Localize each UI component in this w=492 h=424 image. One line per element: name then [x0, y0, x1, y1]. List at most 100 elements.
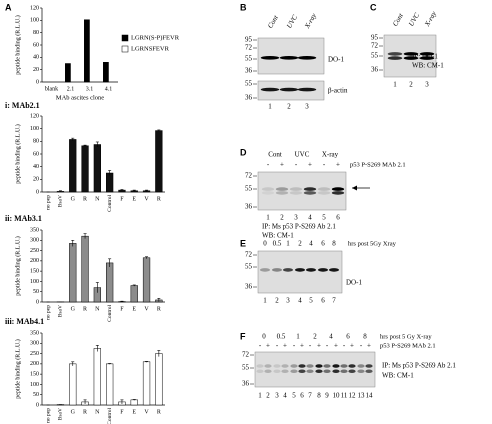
marker: 95 — [245, 36, 253, 44]
blot-name: β-actin — [328, 87, 348, 95]
band — [264, 364, 272, 368]
marker: 72 — [371, 42, 379, 50]
band — [317, 187, 331, 191]
band — [261, 191, 275, 195]
band — [365, 369, 373, 374]
band — [348, 364, 356, 368]
sign-caption: p53 P-S269 MAb 2.1 — [350, 161, 406, 168]
legend-swatch — [121, 45, 129, 53]
band — [331, 191, 345, 195]
time-label: 1 — [286, 240, 290, 248]
y-tick-label: 300 — [30, 238, 39, 244]
panel-label: B — [240, 2, 247, 12]
note: WB: CM-1 — [262, 232, 294, 240]
x-tick-label: V — [144, 196, 149, 202]
marker: 55 — [245, 55, 253, 63]
band — [298, 364, 306, 368]
x-tick-label: no pep — [45, 408, 51, 423]
x-tick-label: G — [71, 196, 76, 202]
bar — [106, 172, 114, 193]
panel-label: A — [5, 2, 12, 12]
y-tick-label: 200 — [30, 361, 39, 367]
band — [298, 369, 306, 374]
band — [297, 56, 317, 60]
sign: + — [308, 161, 312, 169]
bar — [93, 144, 101, 193]
band — [289, 187, 303, 191]
lane-number: 6 — [321, 297, 325, 305]
x-tick-label: E — [132, 409, 136, 415]
band — [261, 187, 275, 191]
chart-title: ii: MAb3.1 — [5, 214, 42, 223]
x-tick-label: F — [120, 196, 124, 202]
lane-number: 1 — [393, 81, 397, 89]
band — [365, 364, 373, 368]
marker: 55 — [242, 364, 250, 372]
sign: + — [350, 342, 354, 350]
sign: + — [317, 342, 321, 350]
band — [331, 187, 345, 191]
time-label: 4 — [329, 333, 333, 341]
y-tick-label: 20 — [33, 67, 39, 73]
x-tick-label: R — [83, 306, 87, 312]
band — [403, 52, 419, 56]
lane-number: 6 — [336, 214, 340, 222]
y-tick-label: 250 — [30, 351, 39, 357]
band — [282, 268, 294, 272]
column-label: Cont — [268, 151, 282, 159]
y-tick-label: 80 — [33, 30, 39, 36]
note: WB: CM-1 — [412, 62, 444, 70]
sign: + — [336, 161, 340, 169]
blot — [257, 37, 325, 75]
sign: + — [266, 342, 270, 350]
bar — [106, 262, 114, 303]
x-tick-label: G — [71, 306, 76, 312]
band — [387, 52, 403, 56]
lane-number: 1 — [266, 214, 270, 222]
sign: - — [326, 342, 329, 350]
band — [332, 364, 340, 368]
column-label: Cont — [266, 13, 280, 30]
marker: 55 — [371, 52, 379, 60]
legend-swatch — [121, 34, 129, 42]
chart-title: i: MAb2.1 — [5, 101, 40, 110]
time-label: 2 — [298, 240, 302, 248]
bar — [155, 130, 163, 193]
marker: 72 — [245, 251, 253, 259]
y-tick-label: 150 — [30, 372, 39, 378]
blot — [257, 171, 347, 211]
x-tick-label: R — [83, 409, 87, 415]
x-tick-label: N — [95, 196, 100, 202]
band — [297, 87, 317, 92]
band — [264, 369, 272, 374]
x-tick-label: Control — [107, 408, 113, 424]
blot — [383, 34, 437, 78]
lane-number: 6 — [300, 392, 304, 400]
band — [348, 369, 356, 374]
lane-number: 7 — [308, 392, 312, 400]
lane-number: 2 — [287, 103, 291, 111]
band — [256, 364, 264, 368]
lane-number: 9 — [325, 392, 329, 400]
note: IP: Ms p53 P-S269 Ab 2.1 — [262, 223, 336, 231]
lane-number: 4 — [298, 297, 302, 305]
band — [315, 369, 323, 374]
x-tick-label: no pep — [45, 195, 51, 210]
lane-number: 3 — [305, 103, 309, 111]
legend-label: LGRNSFEVR — [131, 45, 170, 52]
marker: 72 — [245, 172, 253, 180]
band — [303, 191, 317, 195]
lane-number: 14 — [366, 392, 374, 400]
band — [357, 369, 365, 374]
x-tick-label: 3.1 — [86, 86, 94, 92]
y-tick-label: 300 — [30, 341, 39, 347]
lane-number: 11 — [341, 392, 348, 400]
y-tick-label: 0 — [36, 79, 39, 85]
time-caption: hrs post 5 Gy X-ray — [380, 333, 432, 340]
lane-number: 2 — [266, 392, 270, 400]
x-tick-label: 2.1 — [67, 86, 75, 92]
marker: 36 — [245, 203, 253, 211]
lane-number: 5 — [309, 297, 313, 305]
time-label: 0 — [263, 240, 267, 248]
lane-number: 3 — [425, 81, 429, 89]
